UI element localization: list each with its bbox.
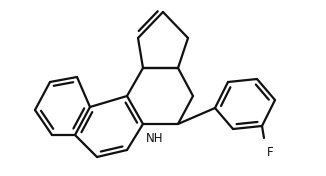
Text: NH: NH <box>146 131 164 144</box>
Text: F: F <box>267 146 273 159</box>
